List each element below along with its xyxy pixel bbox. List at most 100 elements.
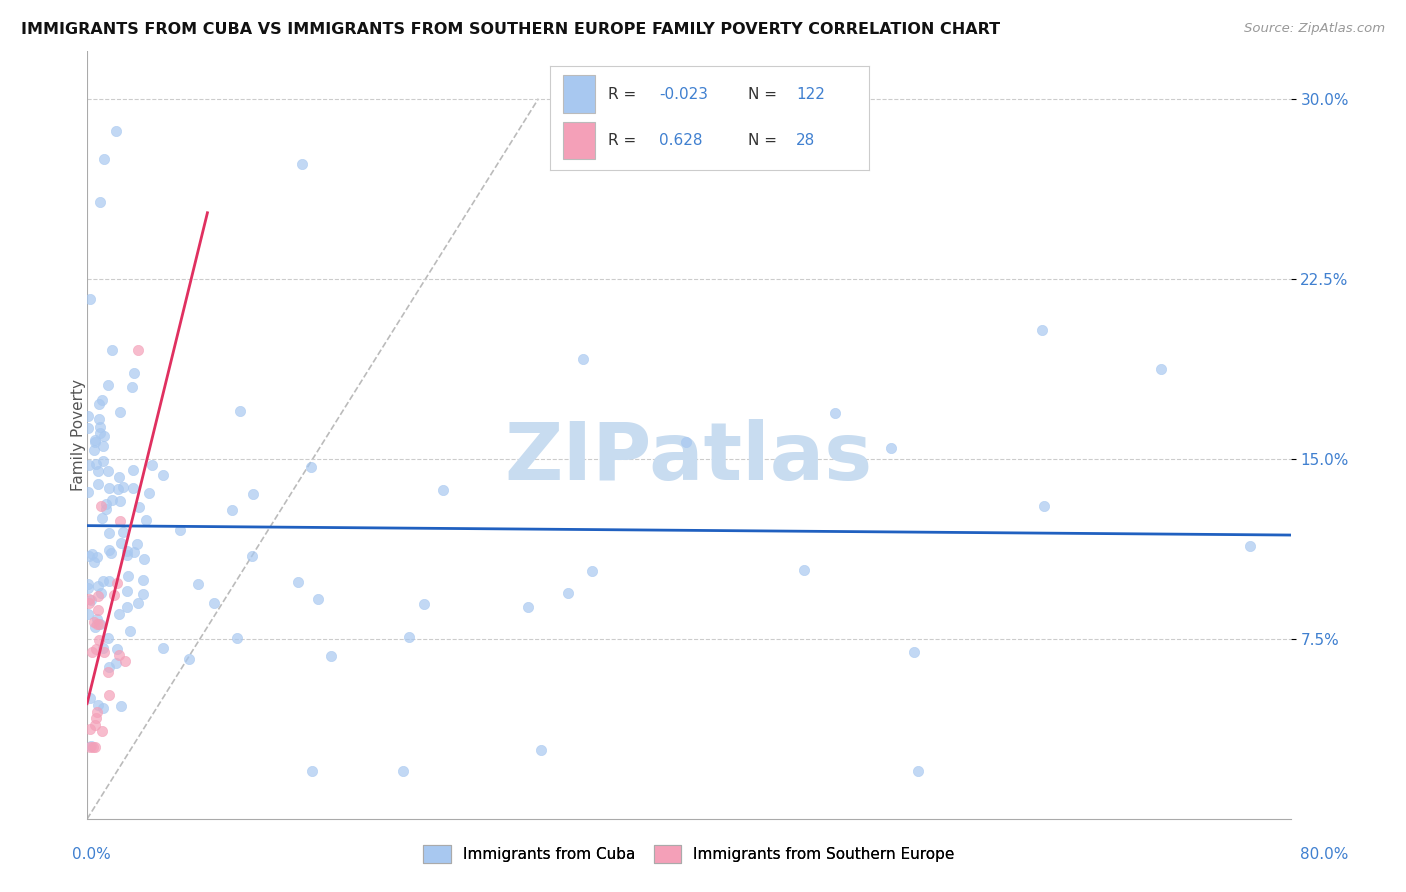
Point — [307, 591, 329, 606]
Point — [108, 648, 131, 662]
Point — [90, 499, 112, 513]
Point — [97, 631, 120, 645]
Point — [105, 641, 128, 656]
Point — [94, 502, 117, 516]
Text: ZIPatlas: ZIPatlas — [505, 419, 873, 497]
Point — [97, 543, 120, 558]
Point — [287, 575, 309, 590]
Point — [87, 589, 110, 603]
Legend: Immigrants from Cuba, Immigrants from Southern Europe: Immigrants from Cuba, Immigrants from So… — [418, 839, 960, 869]
Point — [103, 588, 125, 602]
Point — [824, 406, 846, 420]
Point — [97, 665, 120, 680]
Point — [77, 592, 100, 607]
Point — [91, 574, 114, 588]
Point — [97, 464, 120, 478]
Point — [86, 617, 108, 632]
Point — [117, 569, 139, 583]
Point — [76, 576, 98, 591]
Point — [240, 549, 263, 564]
Point — [793, 563, 815, 577]
Point — [128, 500, 150, 515]
Point — [77, 421, 100, 435]
Point — [127, 343, 149, 357]
Point — [97, 688, 120, 702]
Point — [104, 124, 127, 138]
Point — [1031, 323, 1053, 337]
Point — [98, 660, 121, 674]
Point — [107, 482, 129, 496]
Point — [432, 483, 454, 498]
Point — [89, 420, 111, 434]
Point — [134, 552, 156, 566]
Point — [141, 458, 163, 473]
Point — [83, 434, 105, 449]
Point — [90, 511, 112, 525]
Point — [127, 537, 149, 551]
Point — [83, 433, 105, 447]
Point — [319, 649, 342, 664]
Point — [169, 523, 191, 537]
Point — [89, 426, 111, 441]
Point — [84, 739, 107, 754]
Point — [96, 497, 118, 511]
Point — [903, 645, 925, 659]
Point — [105, 575, 128, 590]
Point — [121, 481, 143, 495]
Point — [89, 616, 111, 631]
Point — [115, 543, 138, 558]
Point — [115, 584, 138, 599]
Point — [86, 705, 108, 719]
Point — [557, 586, 579, 600]
Point — [177, 652, 200, 666]
Point — [90, 586, 112, 600]
Point — [111, 525, 134, 540]
Point — [83, 615, 105, 630]
Text: IMMIGRANTS FROM CUBA VS IMMIGRANTS FROM SOUTHERN EUROPE FAMILY POVERTY CORRELATI: IMMIGRANTS FROM CUBA VS IMMIGRANTS FROM … — [21, 22, 1000, 37]
Text: 80.0%: 80.0% — [1301, 847, 1348, 862]
Point — [121, 379, 143, 393]
Point — [1239, 539, 1261, 553]
Point — [202, 596, 225, 610]
Point — [87, 476, 110, 491]
Point — [112, 480, 135, 494]
Point — [1033, 500, 1056, 514]
Point — [229, 404, 252, 418]
Point — [98, 526, 121, 541]
Point — [83, 619, 105, 633]
Point — [412, 597, 434, 611]
Point — [101, 492, 124, 507]
Point — [77, 607, 100, 621]
Point — [1150, 361, 1173, 376]
Point — [87, 464, 110, 478]
Point — [187, 577, 209, 591]
Point — [86, 711, 108, 725]
Point — [100, 343, 122, 357]
Point — [87, 579, 110, 593]
Point — [84, 718, 107, 732]
Point — [122, 366, 145, 380]
Point — [83, 443, 105, 458]
Text: Source: ZipAtlas.com: Source: ZipAtlas.com — [1244, 22, 1385, 36]
Point — [79, 292, 101, 306]
Point — [225, 632, 247, 646]
Point — [77, 596, 100, 610]
Point — [108, 515, 131, 529]
Point — [93, 701, 115, 715]
Point — [90, 392, 112, 407]
Point — [100, 546, 122, 560]
Point — [87, 397, 110, 411]
Point — [132, 587, 155, 601]
Point — [76, 485, 98, 500]
Point — [79, 723, 101, 737]
Point — [77, 549, 100, 564]
Point — [301, 764, 323, 778]
Point — [89, 411, 111, 425]
Point — [80, 645, 103, 659]
Point — [392, 764, 415, 778]
Point — [572, 352, 595, 367]
Point — [87, 603, 110, 617]
Point — [108, 405, 131, 419]
Point — [84, 642, 107, 657]
Y-axis label: Family Poverty: Family Poverty — [72, 379, 86, 491]
